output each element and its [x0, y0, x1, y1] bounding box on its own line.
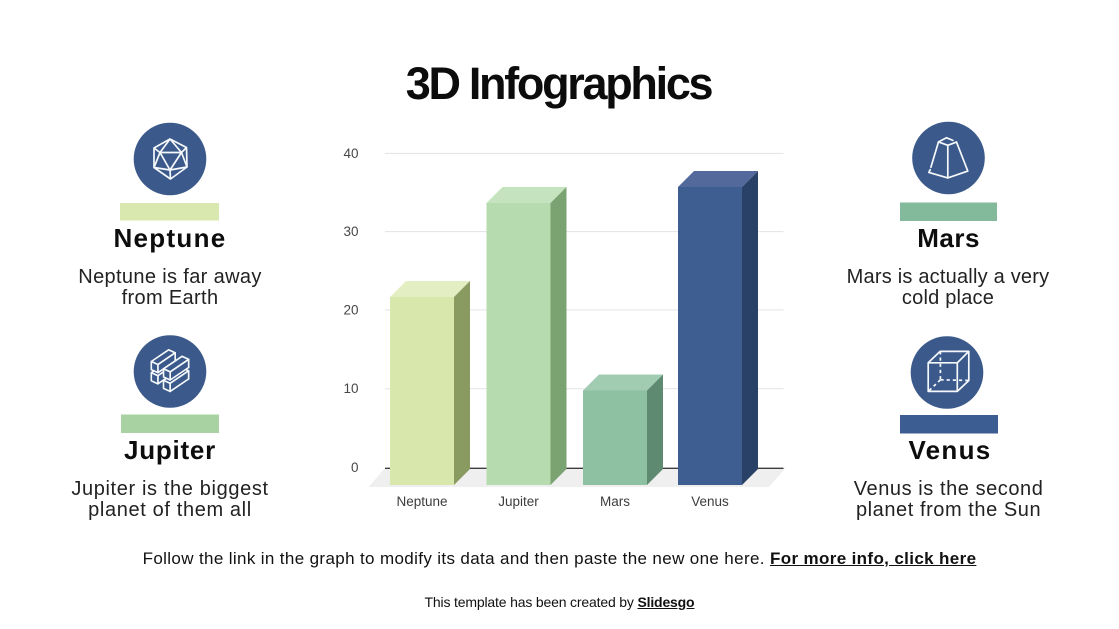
svg-text:Venus: Venus [691, 494, 729, 509]
svg-text:Jupiter: Jupiter [498, 494, 539, 509]
svg-text:20: 20 [343, 302, 358, 317]
svg-text:Mars: Mars [600, 494, 630, 509]
svg-text:40: 40 [343, 146, 358, 161]
svg-text:0: 0 [351, 460, 359, 475]
svg-text:30: 30 [343, 224, 358, 239]
svg-text:10: 10 [343, 381, 358, 396]
svg-text:Neptune: Neptune [396, 494, 447, 509]
